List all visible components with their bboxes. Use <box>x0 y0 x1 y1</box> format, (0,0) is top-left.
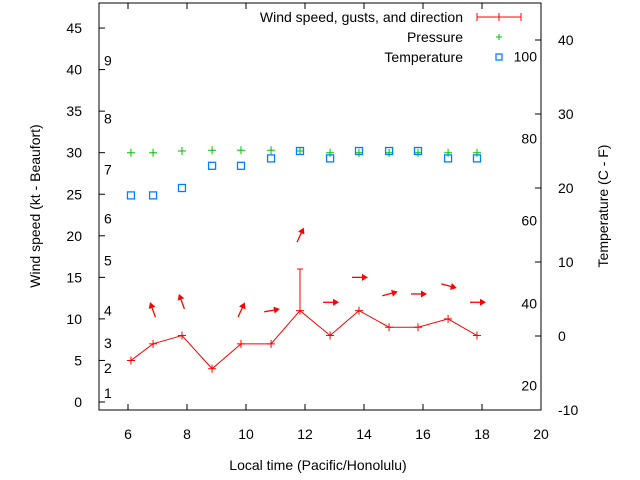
temperature-point <box>472 154 482 163</box>
fahrenheit-label: 80 <box>521 130 537 146</box>
temperature-point <box>384 146 394 156</box>
beaufort-label: 9 <box>104 52 112 68</box>
wind-direction-arrowhead <box>450 283 457 290</box>
wind-speed-point <box>149 339 158 348</box>
temperature-point <box>413 146 423 156</box>
wind-speed-line <box>130 309 478 370</box>
beaufort-label: 6 <box>104 210 112 226</box>
temperature-point <box>354 146 364 156</box>
x-tick-label: 18 <box>474 426 490 442</box>
temperature-point <box>126 191 136 200</box>
pressure-point <box>385 148 394 157</box>
temperature-point <box>177 183 187 193</box>
wind-speed-point <box>126 356 135 365</box>
y-axis-label: Wind speed (kt - Beaufort) <box>27 124 43 287</box>
x-tick-label: 10 <box>238 426 254 442</box>
wind-direction-arrowhead <box>333 298 340 306</box>
legend-pressure-sample <box>496 34 502 40</box>
x-tick-label: 16 <box>415 426 431 442</box>
fahrenheit-label: 100 <box>514 48 538 64</box>
wind-direction-arrowhead <box>420 290 427 298</box>
y-tick-label: 5 <box>74 352 82 368</box>
pressure-point <box>413 148 422 157</box>
y-tick-label: 40 <box>66 62 82 78</box>
pressure-point <box>149 148 158 157</box>
wind-direction-arrowhead <box>479 298 486 306</box>
wind-speed-point <box>236 339 245 348</box>
beaufort-label: 3 <box>104 335 112 351</box>
beaufort-label: 1 <box>104 385 112 401</box>
wind-speed-point <box>326 331 335 340</box>
temperature-point <box>443 154 453 163</box>
x-tick-label: 20 <box>533 426 549 442</box>
pressure-point <box>208 146 217 155</box>
y-tick-label: 10 <box>66 311 82 327</box>
wind-speed-point <box>267 339 276 348</box>
wind-speed-point <box>177 331 186 340</box>
y-tick-label: 0 <box>74 394 82 410</box>
y2-tick-label: 0 <box>558 328 566 344</box>
fahrenheit-label: 20 <box>521 378 537 394</box>
wind-speed-point <box>354 306 363 315</box>
pressure-point <box>236 146 245 155</box>
plot-frame <box>98 2 542 411</box>
wind-direction-arrowhead <box>148 302 156 309</box>
wind-speed-point <box>413 323 422 332</box>
wind-direction-arrowhead <box>361 273 368 281</box>
wind-gust-bar <box>296 268 303 311</box>
pressure-point <box>177 147 186 156</box>
y-tick-label: 20 <box>66 228 82 244</box>
legend-temperature-label: Temperature <box>384 49 463 65</box>
y2-axis-label: Temperature (C - F) <box>595 145 611 268</box>
beaufort-label: 8 <box>104 111 112 127</box>
pressure-point <box>267 146 276 155</box>
wind-direction-arrowhead <box>239 302 246 310</box>
temperature-point <box>236 161 246 170</box>
x-tick-label: 8 <box>183 426 191 442</box>
legend-temperature-sample <box>495 53 503 61</box>
y-tick-label: 30 <box>66 145 82 161</box>
wind-speed-point <box>444 314 453 323</box>
y-tick-label: 15 <box>66 269 82 285</box>
y2-tick-label: 30 <box>558 106 574 122</box>
x-tick-label: 12 <box>297 426 313 442</box>
beaufort-label: 5 <box>104 253 112 269</box>
pressure-point <box>295 147 304 156</box>
legend-wind-sample <box>476 13 522 21</box>
legend: Wind speed, gusts, and direction Pressur… <box>260 9 522 65</box>
temperature-point <box>295 146 305 156</box>
temperature-point <box>148 191 158 200</box>
wind-speed-point <box>208 364 217 373</box>
wind-direction-arrowhead <box>273 306 280 314</box>
y-tick-label: 35 <box>66 103 82 119</box>
wind-direction-arrowhead <box>298 227 305 235</box>
y-tick-label: 25 <box>66 186 82 202</box>
temperature-point <box>266 154 276 163</box>
y-tick-label: 45 <box>66 20 82 36</box>
temperature-point <box>207 161 217 170</box>
x-axis-label: Local time (Pacific/Honolulu) <box>229 457 406 473</box>
wind-speed-point <box>472 331 481 340</box>
pressure-point <box>126 148 135 157</box>
wind-direction-arrowhead <box>177 293 185 301</box>
x-tick-label: 6 <box>124 426 132 442</box>
y2-tick-label: 20 <box>558 180 574 196</box>
beaufort-label: 2 <box>104 360 112 376</box>
wind-direction-arrowhead <box>391 289 398 297</box>
y2-tick-label: -10 <box>558 402 578 418</box>
pressure-point <box>354 148 363 157</box>
y2-tick-label: 10 <box>558 254 574 270</box>
temperature-point <box>325 154 335 163</box>
legend-wind-label: Wind speed, gusts, and direction <box>260 9 463 25</box>
fahrenheit-label: 40 <box>521 295 537 311</box>
wind-speed-point <box>385 323 394 332</box>
beaufort-label: 7 <box>104 161 112 177</box>
fahrenheit-label: 60 <box>521 213 537 229</box>
y2-tick-label: 40 <box>558 32 574 48</box>
x-tick-label: 14 <box>356 426 372 442</box>
legend-pressure-label: Pressure <box>407 29 463 45</box>
beaufort-label: 4 <box>104 303 112 319</box>
